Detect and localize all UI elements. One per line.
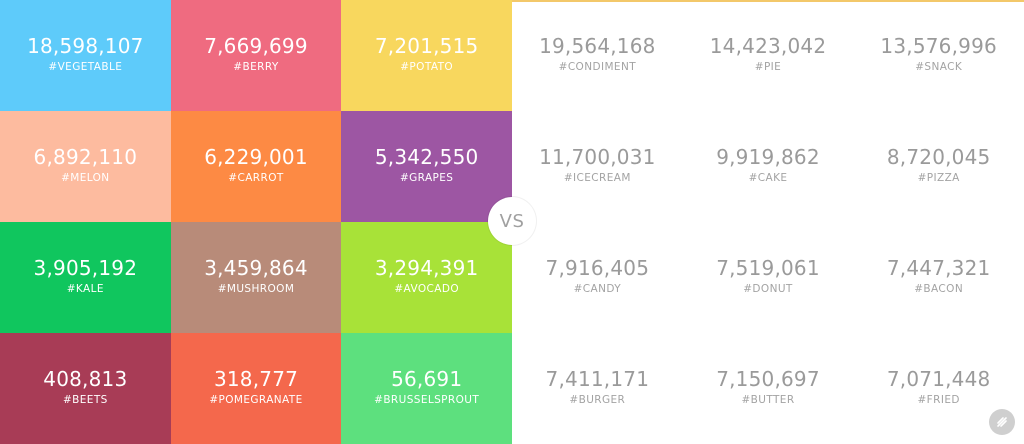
tile-bacon: 7,447,321 #BACON bbox=[853, 222, 1024, 333]
tile-count: 5,342,550 bbox=[374, 145, 479, 169]
top-accent-line bbox=[512, 0, 1024, 2]
tile-mushroom: 3,459,864 #MUSHROOM bbox=[170, 222, 342, 333]
tile-hashtag: #DONUT bbox=[743, 283, 793, 295]
tile-butter: 7,150,697 #BUTTER bbox=[683, 333, 854, 444]
tile-hashtag: #VEGETABLE bbox=[48, 61, 123, 73]
tile-count: 3,294,391 bbox=[374, 256, 479, 280]
indulgent-food-grid: 19,564,168 #CONDIMENT 14,423,042 #PIE 13… bbox=[512, 0, 1024, 444]
tile-snack: 13,576,996 #SNACK bbox=[853, 0, 1024, 111]
tile-condiment: 19,564,168 #CONDIMENT bbox=[512, 0, 683, 111]
tile-hashtag: #GRAPES bbox=[399, 172, 454, 184]
tile-count: 3,905,192 bbox=[33, 256, 138, 280]
tile-hashtag: #CAKE bbox=[748, 172, 788, 184]
tile-count: 7,447,321 bbox=[886, 256, 991, 280]
tile-count: 7,150,697 bbox=[716, 367, 820, 391]
tile-hashtag: #ICECREAM bbox=[563, 172, 631, 184]
tile-hashtag: #PIZZA bbox=[917, 172, 960, 184]
tile-count: 7,201,515 bbox=[374, 34, 479, 58]
tile-pizza: 8,720,045 #PIZZA bbox=[853, 111, 1024, 222]
tile-hashtag: #AVOCADO bbox=[394, 283, 459, 295]
tile-hashtag: #MELON bbox=[61, 172, 110, 184]
tile-hashtag: #POTATO bbox=[400, 61, 454, 73]
tile-pomegranate: 318,777 #POMEGRANATE bbox=[170, 333, 342, 444]
tile-melon: 6,892,110 #MELON bbox=[0, 111, 171, 222]
tile-hashtag: #BACON bbox=[914, 283, 964, 295]
tile-count: 6,229,001 bbox=[204, 145, 308, 169]
tile-hashtag: #CANDY bbox=[573, 283, 622, 295]
tile-hashtag: #BEETS bbox=[62, 394, 108, 406]
tile-count: 14,423,042 bbox=[709, 34, 827, 58]
tile-hashtag: #FRIED bbox=[917, 394, 960, 406]
tile-count: 7,071,448 bbox=[886, 367, 991, 391]
tile-hashtag: #CONDIMENT bbox=[558, 61, 637, 73]
tile-hashtag: #BURGER bbox=[569, 394, 626, 406]
tile-count: 8,720,045 bbox=[886, 145, 991, 169]
tile-count: 11,700,031 bbox=[539, 145, 656, 169]
vs-badge: VS bbox=[488, 197, 536, 245]
tile-count: 19,564,168 bbox=[539, 34, 656, 58]
brand-logo-icon bbox=[989, 409, 1015, 435]
tile-count: 9,919,862 bbox=[716, 145, 820, 169]
tile-icecream: 11,700,031 #ICECREAM bbox=[512, 111, 683, 222]
tile-grapes: 5,342,550 #GRAPES bbox=[341, 111, 512, 222]
tile-cake: 9,919,862 #CAKE bbox=[683, 111, 854, 222]
tile-count: 18,598,107 bbox=[27, 34, 144, 58]
tile-hashtag: #MUSHROOM bbox=[217, 283, 295, 295]
tile-hashtag: #BERRY bbox=[233, 61, 279, 73]
tile-vegetable: 18,598,107 #VEGETABLE bbox=[0, 0, 171, 111]
tile-count: 56,691 bbox=[391, 367, 463, 391]
tile-count: 7,669,699 bbox=[204, 34, 308, 58]
tile-fried: 7,071,448 #FRIED bbox=[853, 333, 1024, 444]
tile-count: 13,576,996 bbox=[880, 34, 997, 58]
tile-hashtag: #CARROT bbox=[228, 172, 284, 184]
tile-hashtag: #PIE bbox=[754, 61, 782, 73]
tile-carrot: 6,229,001 #CARROT bbox=[170, 111, 342, 222]
brand-mark-icon bbox=[997, 417, 1007, 427]
tile-hashtag: #POMEGRANATE bbox=[209, 394, 303, 406]
tile-count: 3,459,864 bbox=[204, 256, 308, 280]
tile-avocado: 3,294,391 #AVOCADO bbox=[341, 222, 512, 333]
tile-count: 408,813 bbox=[43, 367, 128, 391]
tile-hashtag: #BUTTER bbox=[741, 394, 795, 406]
tile-berry: 7,669,699 #BERRY bbox=[170, 0, 342, 111]
healthy-food-grid: 18,598,107 #VEGETABLE 7,669,699 #BERRY 7… bbox=[0, 0, 512, 444]
tile-candy: 7,916,405 #CANDY bbox=[512, 222, 683, 333]
tile-count: 7,916,405 bbox=[545, 256, 650, 280]
tile-hashtag: #BRUSSELSPROUT bbox=[374, 394, 480, 406]
tile-beets: 408,813 #BEETS bbox=[0, 333, 171, 444]
tile-count: 7,411,171 bbox=[545, 367, 650, 391]
tile-potato: 7,201,515 #POTATO bbox=[341, 0, 512, 111]
tile-hashtag: #SNACK bbox=[915, 61, 963, 73]
tile-count: 318,777 bbox=[213, 367, 299, 391]
tile-hashtag: #KALE bbox=[66, 283, 104, 295]
tile-brusselsprout: 56,691 #BRUSSELSPROUT bbox=[341, 333, 512, 444]
tile-pie: 14,423,042 #PIE bbox=[683, 0, 854, 111]
tile-kale: 3,905,192 #KALE bbox=[0, 222, 171, 333]
tile-count: 7,519,061 bbox=[716, 256, 820, 280]
tile-count: 6,892,110 bbox=[33, 145, 138, 169]
tile-burger: 7,411,171 #BURGER bbox=[512, 333, 683, 444]
tile-donut: 7,519,061 #DONUT bbox=[683, 222, 854, 333]
